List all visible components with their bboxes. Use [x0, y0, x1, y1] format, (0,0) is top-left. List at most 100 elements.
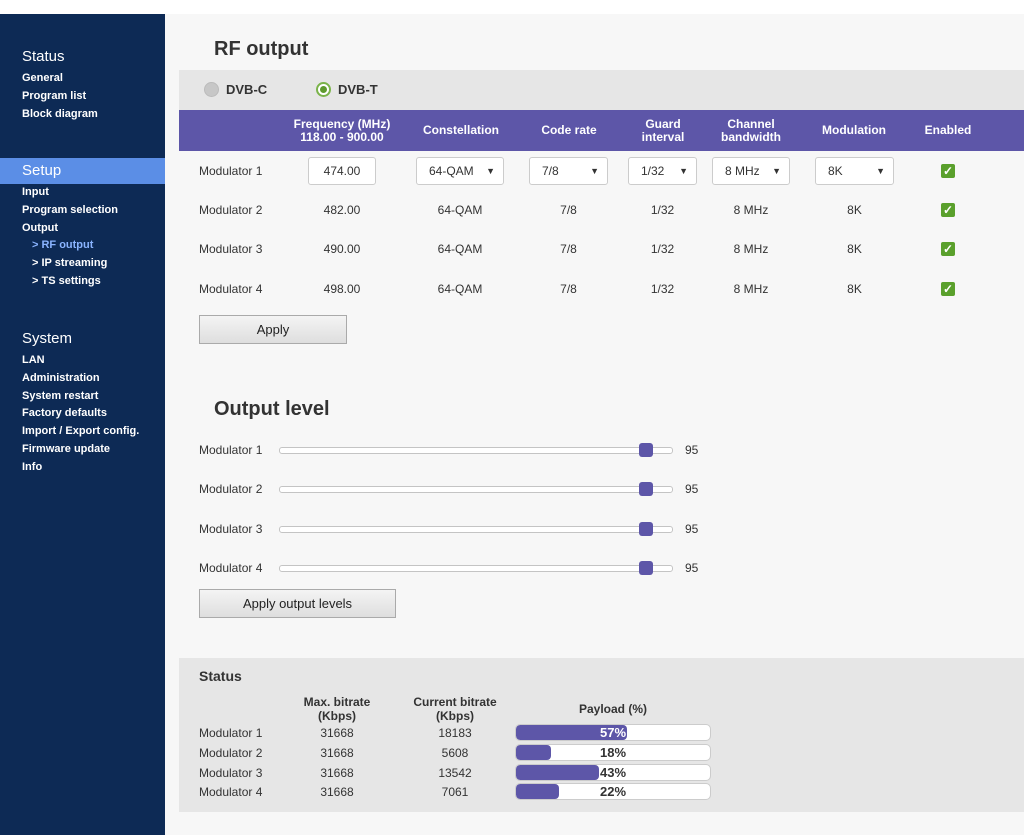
col-modulation: Modulation: [822, 123, 886, 137]
radio-dvb-t[interactable]: DVB-T: [316, 82, 378, 97]
chevron-down-icon: ▼: [772, 166, 781, 176]
frequency-input[interactable]: [308, 157, 376, 185]
sidebar-item-input[interactable]: Input: [22, 186, 49, 198]
rf-row-2-frequency: 482.00: [323, 203, 361, 217]
level-slider-2[interactable]: [279, 482, 673, 496]
sidebar-status-title: Status: [22, 48, 65, 65]
sidebar-item-rf-output[interactable]: > RF output: [32, 239, 94, 252]
sidebar-setup-section: Setup Input Program selection Output > R…: [0, 158, 165, 291]
sidebar: Status General Program list Block diagra…: [0, 14, 165, 835]
sidebar-setup-title[interactable]: Setup: [0, 158, 165, 184]
apply-output-levels-button[interactable]: Apply output levels: [199, 589, 396, 618]
rf-row-4-modulation: 8K: [847, 282, 862, 296]
sidebar-item-ip-streaming[interactable]: > IP streaming: [32, 257, 108, 270]
chevron-down-icon: ▼: [679, 166, 688, 176]
rf-row-4-label: Modulator 4: [199, 282, 263, 296]
status-col-current: Current bitrate (Kbps): [395, 695, 515, 723]
col-bandwidth-2: bandwidth: [721, 129, 781, 144]
slider-handle[interactable]: [639, 482, 653, 496]
payload-bar-1-text: 57%: [599, 725, 627, 740]
modulation-value: 8K: [828, 164, 843, 178]
payload-bar-3: 43%: [515, 764, 711, 781]
status-panel: Status Max. bitrate (Kbps) Current bitrat…: [179, 658, 1024, 812]
bandwidth-select[interactable]: 8 MHz ▼: [712, 157, 790, 185]
sidebar-item-info[interactable]: Info: [22, 460, 43, 473]
level-value-4: 95: [685, 561, 699, 575]
payload-bar-fill: [516, 745, 551, 760]
guard-interval-select[interactable]: 1/32 ▼: [628, 157, 697, 185]
enabled-checkbox-3[interactable]: ✓: [941, 242, 955, 256]
code-rate-select[interactable]: 7/8 ▼: [529, 157, 608, 185]
status-row-3-current: 13542: [438, 766, 472, 780]
bandwidth-value: 8 MHz: [725, 164, 760, 178]
col-code-rate: Code rate: [541, 123, 597, 137]
enabled-checkbox-1[interactable]: ✓: [941, 164, 955, 178]
modulation-select[interactable]: 8K ▼: [815, 157, 894, 185]
mode-bar: DVB-C DVB-T: [179, 70, 1024, 110]
rf-row-2-modulation: 8K: [847, 203, 862, 217]
sidebar-item-lan[interactable]: LAN: [22, 354, 45, 366]
slider-handle[interactable]: [639, 561, 653, 575]
rf-row-3-bandwidth: 8 MHz: [733, 242, 769, 256]
payload-bar-2: 18%: [515, 744, 711, 761]
sidebar-item-output[interactable]: Output: [22, 221, 59, 234]
status-title: Status: [199, 668, 242, 684]
col-bandwidth-1: Channel: [727, 116, 775, 131]
payload-bar-fill: [516, 765, 600, 780]
apply-button[interactable]: Apply: [199, 315, 347, 344]
status-row-1-label: Modulator 1: [199, 726, 263, 740]
status-col-max-1: Max. bitrate: [303, 695, 371, 709]
output-level-title: Output level: [214, 398, 330, 420]
sidebar-item-administration[interactable]: Administration: [22, 371, 100, 384]
status-row-1-max: 31668: [320, 726, 354, 740]
level-slider-1[interactable]: [279, 443, 673, 457]
radio-dvb-c[interactable]: DVB-C: [204, 82, 267, 97]
rf-row-3-frequency: 490.00: [323, 242, 361, 256]
main-content: RF output DVB-C DVB-T Frequency (MHz) 118…: [165, 14, 1024, 835]
status-col-cur-2: (Kbps): [436, 709, 474, 723]
payload-bar-4: 22%: [515, 783, 711, 800]
sidebar-item-program-selection[interactable]: Program selection: [22, 203, 118, 216]
enabled-checkbox-4[interactable]: ✓: [941, 282, 955, 296]
level-value-3: 95: [685, 522, 699, 536]
radio-dvb-c-label: DVB-C: [226, 82, 268, 97]
col-guard-interval: Guard interval: [628, 110, 698, 151]
payload-bar-3-text: 43%: [599, 765, 627, 780]
status-row-4-label: Modulator 4: [199, 785, 263, 799]
sidebar-item-system-restart[interactable]: System restart: [22, 389, 99, 402]
rf-row-4-code-rate: 7/8: [560, 282, 577, 296]
sidebar-item-factory-defaults[interactable]: Factory defaults: [22, 407, 107, 420]
status-row-4-max: 31668: [320, 785, 354, 799]
sidebar-item-program-list[interactable]: Program list: [22, 89, 87, 102]
level-slider-3[interactable]: [279, 522, 673, 536]
col-frequency-range: 118.00 - 900.00: [300, 129, 384, 144]
radio-dvb-t-label: DVB-T: [338, 82, 378, 97]
rf-row-3-guard: 1/32: [650, 242, 675, 256]
chevron-down-icon: ▼: [590, 166, 599, 176]
level-slider-4[interactable]: [279, 561, 673, 575]
status-col-max-2: (Kbps): [318, 709, 356, 723]
sidebar-item-import-export[interactable]: Import / Export config.: [22, 425, 140, 438]
constellation-select[interactable]: 64-QAM ▼: [416, 157, 504, 185]
level-value-1: 95: [685, 443, 699, 457]
rf-row-2-bandwidth: 8 MHz: [733, 203, 769, 217]
col-channel-bandwidth: Channel bandwidth: [711, 110, 791, 151]
sidebar-item-ts-settings[interactable]: > TS settings: [32, 274, 101, 287]
slider-handle[interactable]: [639, 522, 653, 536]
enabled-checkbox-2[interactable]: ✓: [941, 203, 955, 217]
rf-row-4-frequency: 498.00: [323, 282, 361, 296]
rf-row-3-constellation: 64-QAM: [437, 242, 483, 256]
rf-row-3-modulation: 8K: [847, 242, 862, 256]
chevron-down-icon: ▼: [486, 166, 495, 176]
col-frequency: Frequency (MHz) 118.00 - 900.00: [277, 110, 407, 151]
sidebar-item-block-diagram[interactable]: Block diagram: [22, 107, 98, 120]
status-row-3-label: Modulator 3: [199, 766, 263, 780]
payload-bar-1: 57%: [515, 724, 711, 741]
code-rate-value: 7/8: [542, 164, 559, 178]
status-col-payload: Payload (%): [578, 702, 647, 716]
slider-handle[interactable]: [639, 443, 653, 457]
sidebar-item-firmware-update[interactable]: Firmware update: [22, 442, 111, 455]
sidebar-item-general[interactable]: General: [22, 72, 63, 84]
status-row-2-label: Modulator 2: [199, 746, 263, 760]
payload-bar-fill: [516, 725, 627, 740]
